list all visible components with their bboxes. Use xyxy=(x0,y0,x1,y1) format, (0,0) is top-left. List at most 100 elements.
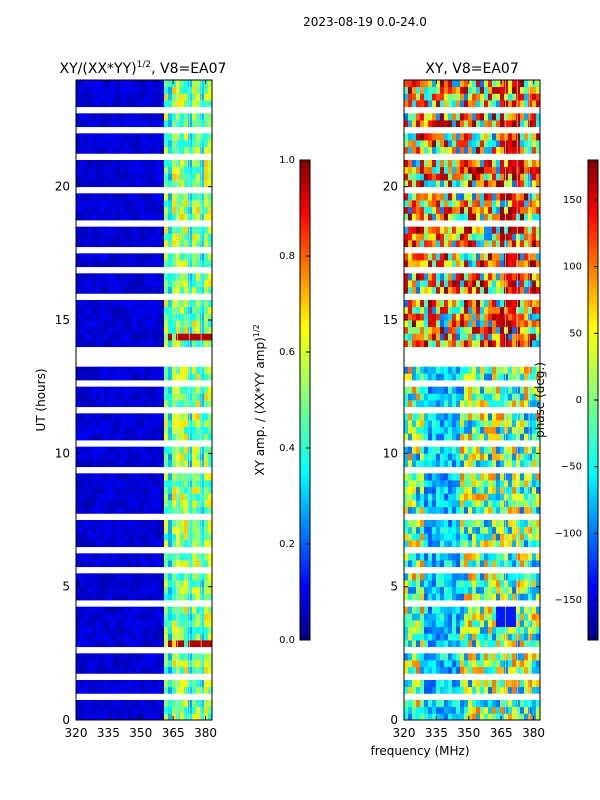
heatmap-cell xyxy=(108,200,113,208)
heatmap-cell xyxy=(440,666,445,674)
heatmap-cell xyxy=(500,306,505,314)
heatmap-cell xyxy=(444,253,449,261)
heatmap-cell xyxy=(188,506,193,514)
heatmap-cell xyxy=(484,593,489,601)
heatmap-cell xyxy=(504,620,509,628)
heatmap-cell xyxy=(84,86,89,94)
heatmap-cell xyxy=(432,166,437,174)
heatmap-cell xyxy=(88,253,93,261)
heatmap-cell xyxy=(536,713,541,721)
heatmap-cell xyxy=(208,680,213,688)
heatmap-cell xyxy=(444,413,449,421)
heatmap-cell xyxy=(112,400,117,408)
heatmap-cell xyxy=(108,180,113,188)
heatmap-cell xyxy=(108,326,113,334)
heatmap-cell xyxy=(504,166,509,174)
heatmap-cell xyxy=(148,240,153,248)
heatmap-cell xyxy=(184,333,189,341)
heatmap-cell xyxy=(184,166,189,174)
heatmap-cell xyxy=(96,413,101,421)
heatmap-cell xyxy=(532,133,537,141)
heatmap-cell xyxy=(404,260,409,268)
heatmap-cell xyxy=(112,260,117,268)
heatmap-cell xyxy=(140,146,145,154)
heatmap-cell xyxy=(536,306,541,314)
heatmap-cell xyxy=(156,713,161,721)
heatmap-cell xyxy=(464,526,469,534)
heatmap-cell xyxy=(464,300,469,308)
heatmap-cell xyxy=(160,640,165,648)
heatmap-cell xyxy=(536,340,541,348)
heatmap-cell xyxy=(152,253,157,261)
heatmap-cell xyxy=(516,133,521,141)
heatmap-cell xyxy=(536,213,541,221)
heatmap-cell xyxy=(100,580,105,588)
heatmap-cell xyxy=(452,520,457,528)
heatmap-cell xyxy=(472,146,477,154)
heatmap-cell xyxy=(452,133,457,141)
heatmap-cell xyxy=(536,146,541,154)
heatmap-cell xyxy=(516,120,521,128)
heatmap-cell xyxy=(168,493,173,501)
heatmap-cell xyxy=(468,680,473,688)
heatmap-cell xyxy=(464,260,469,268)
heatmap-cell xyxy=(504,706,509,714)
heatmap-cell xyxy=(432,460,437,468)
heatmap-cell xyxy=(424,93,429,101)
heatmap-cell xyxy=(444,453,449,461)
heatmap-cell xyxy=(512,326,517,334)
heatmap-cell xyxy=(420,446,425,454)
heatmap-cell xyxy=(100,120,105,128)
heatmap-cell xyxy=(428,553,433,561)
heatmap-cell xyxy=(148,586,153,594)
heatmap-cell xyxy=(480,200,485,208)
heatmap-cell xyxy=(428,306,433,314)
heatmap-cell xyxy=(456,613,461,621)
heatmap-cell xyxy=(440,626,445,634)
heatmap-cell xyxy=(484,500,489,508)
heatmap-cell xyxy=(424,100,429,108)
heatmap-cell xyxy=(156,433,161,441)
heatmap-cell xyxy=(404,326,409,334)
heatmap-cell xyxy=(88,553,93,561)
heatmap-cell xyxy=(404,620,409,628)
heatmap-cell xyxy=(504,460,509,468)
heatmap-cell xyxy=(160,620,165,628)
heatmap-cell xyxy=(528,686,533,694)
heatmap-cell xyxy=(492,613,497,621)
heatmap-cell xyxy=(204,300,209,308)
heatmap-cell xyxy=(424,286,429,294)
heatmap-cell xyxy=(444,680,449,688)
heatmap-cell xyxy=(208,666,213,674)
heatmap-cell xyxy=(200,500,205,508)
heatmap-cell xyxy=(132,580,137,588)
heatmap-cell xyxy=(164,213,169,221)
heatmap-cell xyxy=(504,493,509,501)
heatmap-cell xyxy=(76,526,81,534)
heatmap-cell xyxy=(484,713,489,721)
heatmap-cell xyxy=(192,593,197,601)
heatmap-cell xyxy=(196,626,201,634)
heatmap-cell xyxy=(204,166,209,174)
heatmap-cell xyxy=(132,500,137,508)
heatmap-cell xyxy=(204,560,209,568)
heatmap-cell xyxy=(188,500,193,508)
heatmap-cell xyxy=(196,286,201,294)
heatmap-cell xyxy=(80,553,85,561)
heatmap-cell xyxy=(84,666,89,674)
heatmap-cell xyxy=(160,500,165,508)
heatmap-cell xyxy=(200,173,205,181)
heatmap-cell xyxy=(488,146,493,154)
heatmap-cell xyxy=(456,413,461,421)
heatmap-cell xyxy=(504,480,509,488)
heatmap-cell xyxy=(440,480,445,488)
heatmap-cell xyxy=(496,680,501,688)
heatmap-cell xyxy=(176,193,181,201)
heatmap-cell xyxy=(176,500,181,508)
heatmap-cell xyxy=(132,533,137,541)
heatmap-cell xyxy=(464,480,469,488)
heatmap-cell xyxy=(92,240,97,248)
heatmap-cell xyxy=(420,260,425,268)
heatmap-cell xyxy=(412,606,417,614)
heatmap-cell xyxy=(92,680,97,688)
